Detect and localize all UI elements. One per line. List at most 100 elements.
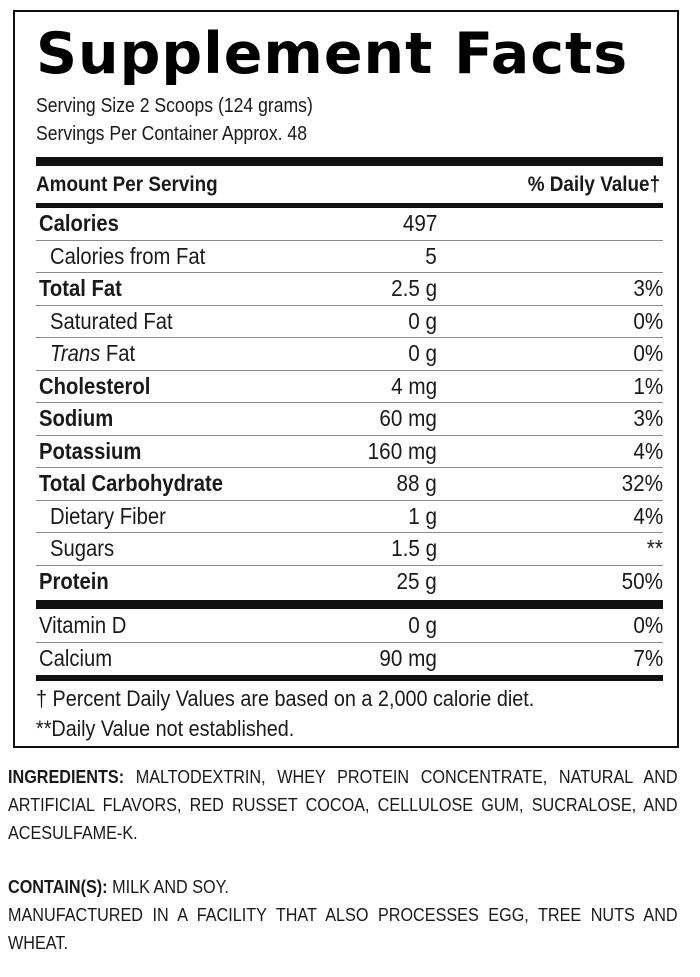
nutrient-daily-value: 0% <box>633 340 663 366</box>
row-divider <box>36 272 663 273</box>
nutrient-label: Sugars <box>50 532 114 565</box>
nutrient-amount: 2.5 g <box>390 275 437 301</box>
nutrient-label-text: Cholesterol <box>39 372 151 399</box>
nutrient-amount: 1 g <box>408 502 437 529</box>
nutrient-amount: 0 g <box>408 340 437 366</box>
ingredients-text: MALTODEXTRIN, WHEY PROTEIN CONCENTRATE, … <box>8 767 678 843</box>
nutrient-daily-value: 32% <box>621 470 663 496</box>
nutrient-label: Total Fat <box>39 272 122 305</box>
nutrient-row: Dietary Fiber 1 g 4% <box>36 500 663 533</box>
nutrient-label-text: Dietary Fiber <box>50 502 166 529</box>
nutrient-daily-value: 4% <box>633 437 663 464</box>
nutrient-label: Calories <box>39 207 119 240</box>
footnote-not-established: **Daily Value not established. <box>36 716 295 741</box>
footnote-divider <box>36 675 663 681</box>
nutrient-amount: 497 <box>402 210 437 236</box>
nutrient-label-text: Potassium <box>39 437 142 464</box>
vitamin-daily-value: 0% <box>633 612 663 638</box>
ingredients-label: INGREDIENTS: <box>8 767 125 787</box>
nutrient-label-text: Protein <box>39 567 109 594</box>
nutrient-daily-value: 0% <box>633 307 663 334</box>
nutrient-label: Protein <box>39 565 109 598</box>
vitamin-label-text: Vitamin D <box>39 612 127 638</box>
nutrient-daily-value: ** <box>646 535 663 561</box>
nutrient-row: Total Fat 2.5 g 3% <box>36 272 663 305</box>
nutrient-label: Potassium <box>39 435 141 468</box>
ingredients-statement: INGREDIENTS: MALTODEXTRIN, WHEY PROTEIN … <box>8 763 678 847</box>
nutrient-row: Total Carbohydrate 88 g 32% <box>36 467 663 500</box>
row-divider <box>36 304 663 306</box>
row-divider <box>36 337 663 338</box>
vitamin-row: Calcium 90 mg 7% <box>36 642 663 675</box>
thick-divider <box>36 157 663 166</box>
daily-value-header: % Daily Value† <box>527 173 660 196</box>
row-divider <box>36 499 663 501</box>
nutrient-row: Protein 25 g 50% <box>36 565 663 598</box>
contains-label: CONTAIN(S): <box>8 877 108 897</box>
nutrient-row: Calories from Fat 5 <box>36 240 663 273</box>
vitamin-label-text: Calcium <box>39 645 113 671</box>
nutrient-daily-value: 50% <box>621 567 663 594</box>
vitamin-label: Vitamin D <box>39 609 126 642</box>
nutrient-label: Saturated Fat <box>50 305 173 338</box>
nutrient-label: Trans Fat <box>50 337 135 370</box>
nutrient-row: Sodium 60 mg 3% <box>36 402 663 435</box>
nutrient-label: Sodium <box>39 402 113 435</box>
nutrient-label: Cholesterol <box>39 370 150 403</box>
manufactured-statement: MANUFACTURED IN A FACILITY THAT ALSO PRO… <box>8 905 678 953</box>
supplement-facts-panel: Supplement Facts Serving Size 2 Scoops (… <box>13 10 679 748</box>
nutrient-label-text: Total Carbohydrate <box>39 470 224 496</box>
nutrient-label-text: Sodium <box>39 405 114 431</box>
thick-divider-vitamins <box>36 600 663 609</box>
nutrient-amount: 4 mg <box>390 372 437 399</box>
contains-statement: CONTAIN(S): MILK AND SOY. <box>8 873 678 901</box>
nutrient-row: Saturated Fat 0 g 0% <box>36 305 663 338</box>
vitamin-amount: 0 g <box>408 612 437 638</box>
row-divider <box>36 467 663 468</box>
nutrient-label-text: Total Fat <box>39 275 122 301</box>
nutrient-row: Trans Fat 0 g 0% <box>36 337 663 370</box>
nutrient-label-text: Sugars <box>50 535 115 561</box>
nutrient-daily-value: 3% <box>633 275 663 301</box>
row-divider <box>36 564 663 566</box>
footnote-daily-value: † Percent Daily Values are based on a 2,… <box>36 686 535 711</box>
nutrient-amount: 60 mg <box>379 405 437 431</box>
nutrient-amount: 1.5 g <box>390 535 437 561</box>
nutrient-label: Dietary Fiber <box>50 500 166 533</box>
nutrient-daily-value: 1% <box>633 372 663 399</box>
nutrient-label-text: Calories <box>39 210 119 236</box>
row-divider <box>36 434 663 436</box>
nutrient-row: Sugars 1.5 g ** <box>36 532 663 565</box>
nutrient-label-text: Saturated Fat <box>50 307 173 334</box>
nutrient-label-text: Fat <box>100 340 136 366</box>
vitamin-label: Calcium <box>39 642 112 675</box>
row-divider <box>36 402 663 403</box>
row-divider <box>36 532 663 533</box>
nutrient-label-italic: Trans <box>50 340 101 366</box>
nutrient-row: Potassium 160 mg 4% <box>36 435 663 468</box>
row-divider <box>36 369 663 371</box>
nutrient-label: Total Carbohydrate <box>39 467 223 500</box>
amount-per-serving-header: Amount Per Serving <box>36 173 218 196</box>
vitamin-daily-value: 7% <box>633 645 663 671</box>
nutrient-amount: 0 g <box>408 307 437 334</box>
nutrient-daily-value: 3% <box>633 405 663 431</box>
row-divider <box>36 239 663 241</box>
nutrient-label: Calories from Fat <box>50 240 205 273</box>
nutrient-amount: 5 <box>425 242 437 269</box>
contains-text: MILK AND SOY. <box>107 877 229 897</box>
nutrient-row: Calories 497 <box>36 207 663 240</box>
row-divider <box>36 642 663 643</box>
vitamin-amount: 90 mg <box>379 645 437 671</box>
header-divider <box>36 203 663 208</box>
nutrient-row: Cholesterol 4 mg 1% <box>36 370 663 403</box>
nutrient-amount: 160 mg <box>367 437 437 464</box>
servings-per-container: Servings Per Container Approx. 48 <box>36 123 307 145</box>
nutrient-label-text: Calories from Fat <box>50 242 206 269</box>
panel-title: Supplement Facts <box>36 21 629 87</box>
nutrient-amount: 25 g <box>396 567 437 594</box>
nutrient-amount: 88 g <box>396 470 437 496</box>
serving-size: Serving Size 2 Scoops (124 grams) <box>36 95 313 117</box>
nutrient-daily-value: 4% <box>633 502 663 529</box>
vitamin-row: Vitamin D 0 g 0% <box>36 609 663 642</box>
